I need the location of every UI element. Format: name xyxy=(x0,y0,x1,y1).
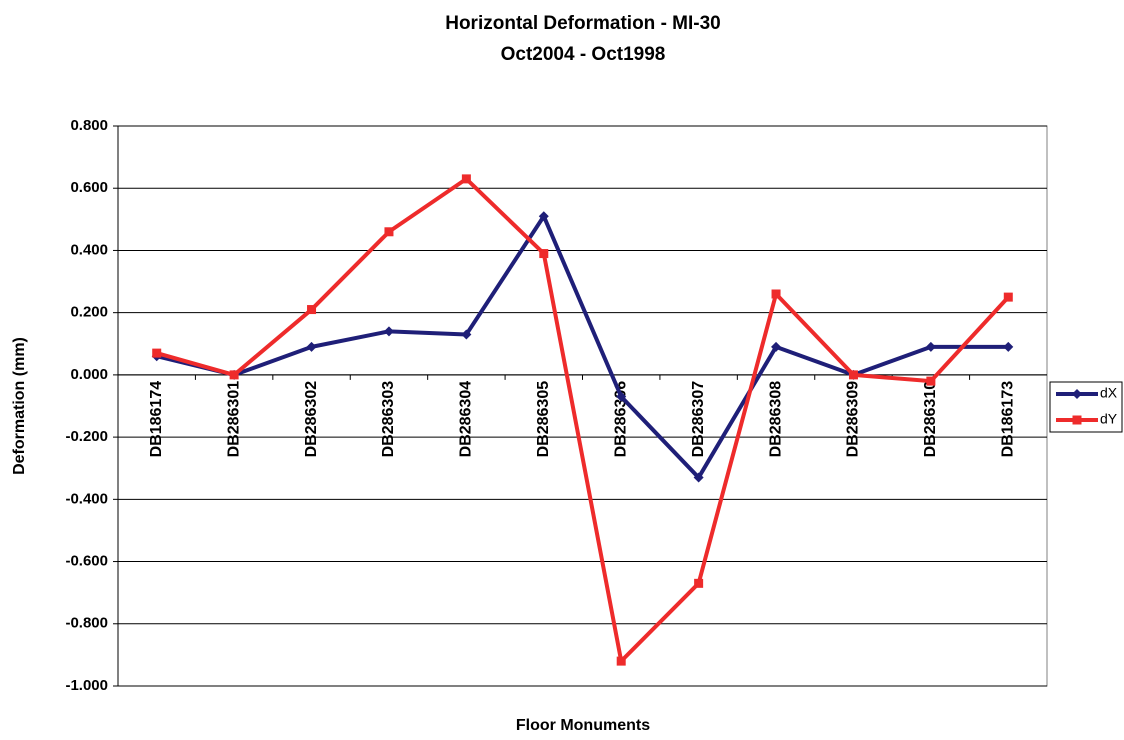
y-tick-label: -0.600 xyxy=(65,553,108,570)
y-tick-label: 0.800 xyxy=(70,117,108,134)
x-tick-label: DB286305 xyxy=(535,381,552,458)
data-point xyxy=(616,391,627,402)
y-tick-label: 0.200 xyxy=(70,304,108,321)
x-tick-label: DB286308 xyxy=(767,381,784,458)
data-point xyxy=(461,329,472,340)
y-tick-label: -0.400 xyxy=(65,490,108,507)
y-tick-label: 0.000 xyxy=(70,366,108,383)
data-point xyxy=(926,376,936,386)
data-point xyxy=(383,326,394,337)
data-point xyxy=(925,341,936,352)
y-axis-label: Deformation (mm) xyxy=(11,337,28,475)
data-point xyxy=(461,174,471,184)
x-tick-label: DB286309 xyxy=(845,381,862,458)
data-point xyxy=(307,305,317,315)
data-point xyxy=(693,472,704,483)
data-point xyxy=(539,249,549,259)
legend-label: dX xyxy=(1100,385,1118,401)
x-tick-label: DB286301 xyxy=(225,381,242,458)
data-point xyxy=(538,211,549,222)
data-point xyxy=(1003,341,1014,352)
data-point xyxy=(771,341,782,352)
x-axis-label: Floor Monuments xyxy=(516,717,650,734)
y-tick-label: -1.000 xyxy=(65,677,108,694)
plot-area xyxy=(117,125,1048,687)
legend-marker xyxy=(1072,415,1082,425)
y-tick-label: 0.600 xyxy=(70,179,108,196)
data-point xyxy=(616,656,626,666)
x-tick-label: DB286302 xyxy=(303,381,320,458)
x-tick-label: DB186173 xyxy=(1000,381,1017,458)
x-tick-label: DB286310 xyxy=(922,381,939,458)
legend-marker xyxy=(1072,389,1082,399)
legend-box xyxy=(1049,381,1123,433)
data-point xyxy=(306,341,317,352)
x-tick-label: DB286307 xyxy=(690,381,707,458)
chart-subtitle: Oct2004 - Oct1998 xyxy=(501,44,666,65)
y-tick-label: -0.800 xyxy=(65,615,108,632)
data-line xyxy=(156,214,1009,480)
chart-title: Horizontal Deformation - MI-30 xyxy=(445,13,721,34)
y-tick-label: 0.400 xyxy=(70,241,108,258)
data-point xyxy=(694,578,704,588)
y-tick-label: -0.200 xyxy=(65,428,108,445)
data-point xyxy=(771,289,781,299)
x-tick-label: DB186174 xyxy=(148,381,165,458)
x-tick-label: DB286303 xyxy=(380,381,397,458)
data-point xyxy=(1003,292,1013,302)
x-tick-label: DB286304 xyxy=(458,381,475,458)
data-point xyxy=(229,370,239,380)
data-point xyxy=(152,348,162,358)
data-point xyxy=(848,370,858,380)
data-point xyxy=(384,227,394,237)
data-line xyxy=(156,176,1010,664)
legend-label: dY xyxy=(1100,411,1118,427)
